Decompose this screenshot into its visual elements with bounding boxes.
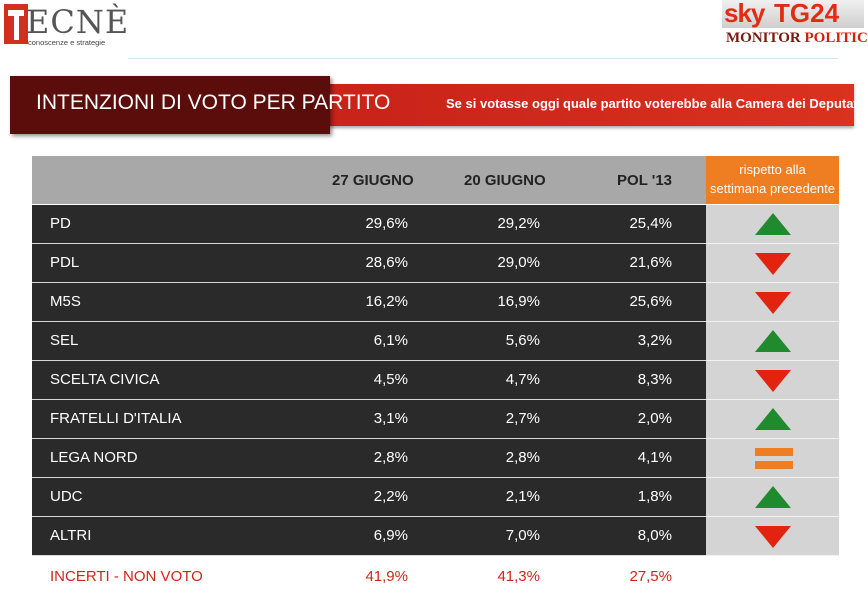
trend-header-line-1: rispetto alla: [739, 162, 806, 177]
vote-value: 6,1%: [373, 332, 408, 349]
table-row: ALTRI 6,9% 7,0% 8,0%: [32, 517, 706, 556]
vote-value: 4,7%: [505, 371, 540, 388]
table-row: PDL 28,6% 29,0% 21,6%: [32, 244, 706, 283]
vote-value: 2,0%: [637, 410, 672, 427]
party-name: PDL: [50, 254, 80, 271]
table-row: SEL 6,1% 5,6% 3,2%: [32, 322, 706, 361]
vote-value: 3,1%: [373, 410, 408, 427]
trend-down-icon: [755, 370, 791, 392]
trend-up-icon: [755, 486, 791, 508]
vote-value: 25,6%: [629, 293, 672, 310]
undecided-value: 41,9%: [365, 568, 408, 585]
trend-up-icon: [755, 330, 791, 352]
vote-value: 2,1%: [505, 488, 540, 505]
table-header: 27 GIUGNO 20 GIUGNO POL '13: [32, 156, 706, 204]
undecided-value: 41,3%: [497, 568, 540, 585]
vote-value: 2,7%: [505, 410, 540, 427]
trend-cell: [706, 517, 839, 556]
vote-value: 7,0%: [505, 527, 540, 544]
table-row: LEGA NORD 2,8% 2,8% 4,1%: [32, 439, 706, 478]
page-title: INTENZIONI DI VOTO PER PARTITO: [36, 91, 391, 114]
vote-value: 25,4%: [629, 215, 672, 232]
monitor-word: MONITOR: [726, 30, 801, 46]
vote-value: 8,0%: [637, 527, 672, 544]
trend-down-icon: [755, 292, 791, 314]
column-header-trend: rispetto alla settimana precedente: [706, 156, 839, 204]
undecided-row: INCERTI - NON VOTO 41,9% 41,3% 27,5%: [32, 558, 706, 598]
vote-value: 5,6%: [505, 332, 540, 349]
party-name: PD: [50, 215, 71, 232]
politico-word: POLITICO: [804, 30, 868, 46]
undecided-value: 27,5%: [629, 568, 672, 585]
table-row: SCELTA CIVICA 4,5% 4,7% 8,3%: [32, 361, 706, 400]
vote-value: 8,3%: [637, 371, 672, 388]
trend-cell: [706, 205, 839, 244]
vote-value: 2,2%: [373, 488, 408, 505]
trend-cell: [706, 244, 839, 283]
trend-cell: [706, 283, 839, 322]
title-band: Se si votasse oggi quale partito votereb…: [10, 76, 868, 134]
title-box: INTENZIONI DI VOTO PER PARTITO: [10, 76, 390, 134]
vote-value: 16,2%: [365, 293, 408, 310]
table-row: FRATELLI D'ITALIA 3,1% 2,7% 2,0%: [32, 400, 706, 439]
party-name: M5S: [50, 293, 81, 310]
question-banner: Se si votasse oggi quale partito votereb…: [310, 84, 868, 126]
vote-value: 2,8%: [373, 449, 408, 466]
tecne-t-mark: [4, 4, 28, 44]
trend-cell: [706, 361, 839, 400]
trend-equal-icon: [755, 448, 793, 470]
trend-header-line-2: settimana precedente: [709, 181, 836, 196]
vote-value: 2,8%: [505, 449, 540, 466]
trend-down-icon: [755, 253, 791, 275]
trend-up-icon: [755, 408, 791, 430]
party-name: SEL: [50, 332, 79, 349]
tg24-wordmark: TG24: [774, 0, 840, 28]
trend-cell: [706, 439, 839, 478]
party-name: UDC: [50, 488, 83, 505]
party-name: SCELTA CIVICA: [50, 371, 160, 388]
vote-value: 1,8%: [637, 488, 672, 505]
survey-question: Se si votasse oggi quale partito votereb…: [446, 96, 868, 111]
skytg24-logo-box: sky TG24: [722, 0, 864, 28]
table-row: PD 29,6% 29,2% 25,4%: [32, 205, 706, 244]
tecne-wordmark: ECNÈ: [26, 3, 130, 41]
column-header-27-giugno: 27 GIUGNO: [332, 172, 414, 189]
party-name: ALTRI: [50, 527, 92, 544]
vote-value: 29,2%: [497, 215, 540, 232]
sky-wordmark: sky: [724, 0, 765, 28]
trend-cell: [706, 400, 839, 439]
vote-value: 3,2%: [637, 332, 672, 349]
trend-down-icon: [755, 526, 791, 548]
trend-cell: [706, 322, 839, 361]
trend-cell: [706, 478, 839, 517]
vote-value: 16,9%: [497, 293, 540, 310]
vote-value: 29,6%: [365, 215, 408, 232]
tecne-tagline: conoscenze e strategie: [28, 38, 106, 47]
monitor-politico-label: MONITOR POLITICO: [726, 30, 868, 47]
vote-value: 6,9%: [373, 527, 408, 544]
vote-value: 4,1%: [637, 449, 672, 466]
party-name: FRATELLI D'ITALIA: [50, 410, 182, 427]
tecne-logo: ECNÈ conoscenze e strategie: [4, 4, 128, 48]
vote-value: 28,6%: [365, 254, 408, 271]
party-name: LEGA NORD: [50, 449, 138, 466]
table-row: UDC 2,2% 2,1% 1,8%: [32, 478, 706, 517]
header-divider: [128, 58, 838, 59]
column-header-20-giugno: 20 GIUGNO: [464, 172, 546, 189]
skytg24-logo: sky TG24 MONITOR POLITICO: [722, 0, 868, 52]
vote-value: 4,5%: [373, 371, 408, 388]
undecided-label: INCERTI - NON VOTO: [50, 568, 203, 585]
vote-value: 21,6%: [629, 254, 672, 271]
vote-value: 29,0%: [497, 254, 540, 271]
table-row: M5S 16,2% 16,9% 25,6%: [32, 283, 706, 322]
column-header-pol-13: POL '13: [617, 172, 672, 189]
trend-up-icon: [755, 213, 791, 235]
